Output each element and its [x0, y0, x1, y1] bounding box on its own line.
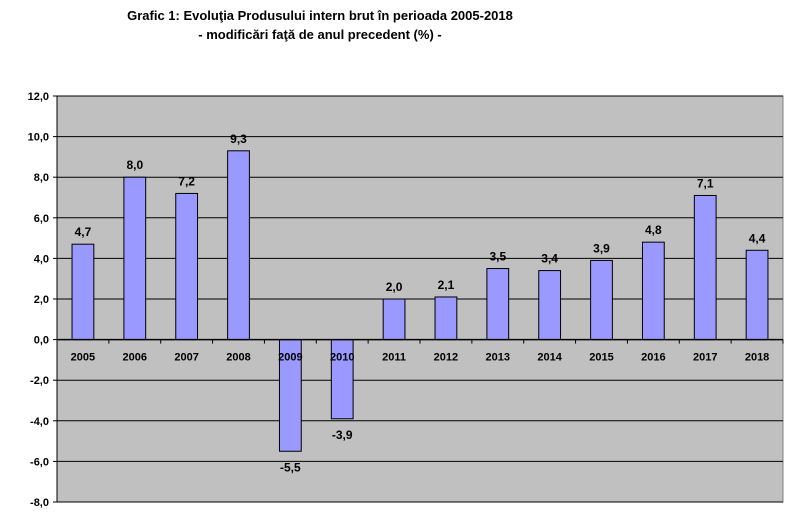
x-tick-label: 2016 [641, 352, 665, 364]
x-tick-label: 2009 [278, 352, 302, 364]
x-tick-label: 2011 [382, 352, 406, 364]
y-tick-label: -8,0 [30, 497, 49, 509]
x-tick-label: 2007 [174, 352, 198, 364]
y-tick-label: 10,0 [28, 132, 49, 144]
bar [382, 298, 406, 341]
bar [745, 249, 769, 341]
bar [71, 243, 95, 341]
value-labels: 4,7 8,0 7,2 9,3 -5,5 -3,9 2,0 2,1 3,5 3,4 3,9 4,8 7,… [75, 132, 766, 474]
x-tick-label: 2014 [537, 352, 562, 364]
bar [227, 150, 250, 341]
bars [71, 150, 769, 452]
value-label: 3,4 [541, 252, 558, 266]
y-tick-label: -4,0 [30, 416, 49, 428]
bar [486, 268, 510, 341]
value-label: 3,5 [489, 250, 506, 264]
y-tick-label: 8,0 [34, 172, 49, 184]
y-tick-label: 2,0 [34, 294, 49, 306]
x-tick-label: 2015 [589, 352, 613, 364]
bar [693, 194, 717, 341]
x-tick-label: 2018 [745, 352, 769, 364]
bar [434, 296, 458, 341]
value-label: 2,1 [438, 278, 455, 292]
bar [175, 192, 199, 341]
value-label: 3,9 [593, 241, 610, 255]
x-tick-label: 2013 [486, 352, 510, 364]
y-tick-label: 12,0 [28, 91, 49, 103]
y-tick-label: 0,0 [34, 335, 49, 347]
y-tick-label: -2,0 [30, 375, 49, 387]
bar [590, 259, 613, 341]
x-tick-label: 2010 [330, 352, 354, 364]
value-label: 7,1 [697, 176, 714, 190]
y-tick-label: 6,0 [34, 213, 49, 225]
value-label: 2,0 [386, 280, 403, 294]
value-label: 8,0 [126, 158, 143, 172]
x-tick-label: 2006 [123, 352, 147, 364]
chart-subtitle: - modificări faţă de anul precedent (%) … [198, 27, 442, 42]
x-axis-ticks: 2005 2006 2007 2008 2009 2010 2011 2012 2013 2014… [71, 339, 784, 364]
x-tick-label: 2012 [434, 352, 458, 364]
x-tick-label: 2008 [226, 352, 250, 364]
value-label: -5,5 [280, 460, 301, 474]
value-label: 9,3 [230, 132, 247, 146]
y-tick-label: 4,0 [34, 253, 49, 265]
value-label: 4,7 [75, 225, 92, 239]
y-tick-label: -6,0 [30, 456, 49, 468]
value-label: 4,4 [749, 231, 766, 245]
value-label: -3,9 [332, 428, 353, 442]
chart-title: Grafic 1: Evoluţia Produsului intern bru… [127, 8, 513, 23]
x-tick-label: 2005 [71, 352, 95, 364]
bar [123, 176, 147, 341]
x-tick-label: 2017 [693, 352, 717, 364]
bar [538, 270, 562, 341]
value-label: 7,2 [178, 174, 195, 188]
chart-title-block: Grafic 1: Evoluţia Produsului intern bru… [0, 6, 640, 44]
bar [641, 241, 665, 341]
value-label: 4,8 [645, 223, 662, 237]
y-axis-ticks: 12,0 10,0 8,0 6,0 4,0 2,0 0,0 -2,0 -4,0 -6,0 -8,0 [28, 91, 57, 509]
